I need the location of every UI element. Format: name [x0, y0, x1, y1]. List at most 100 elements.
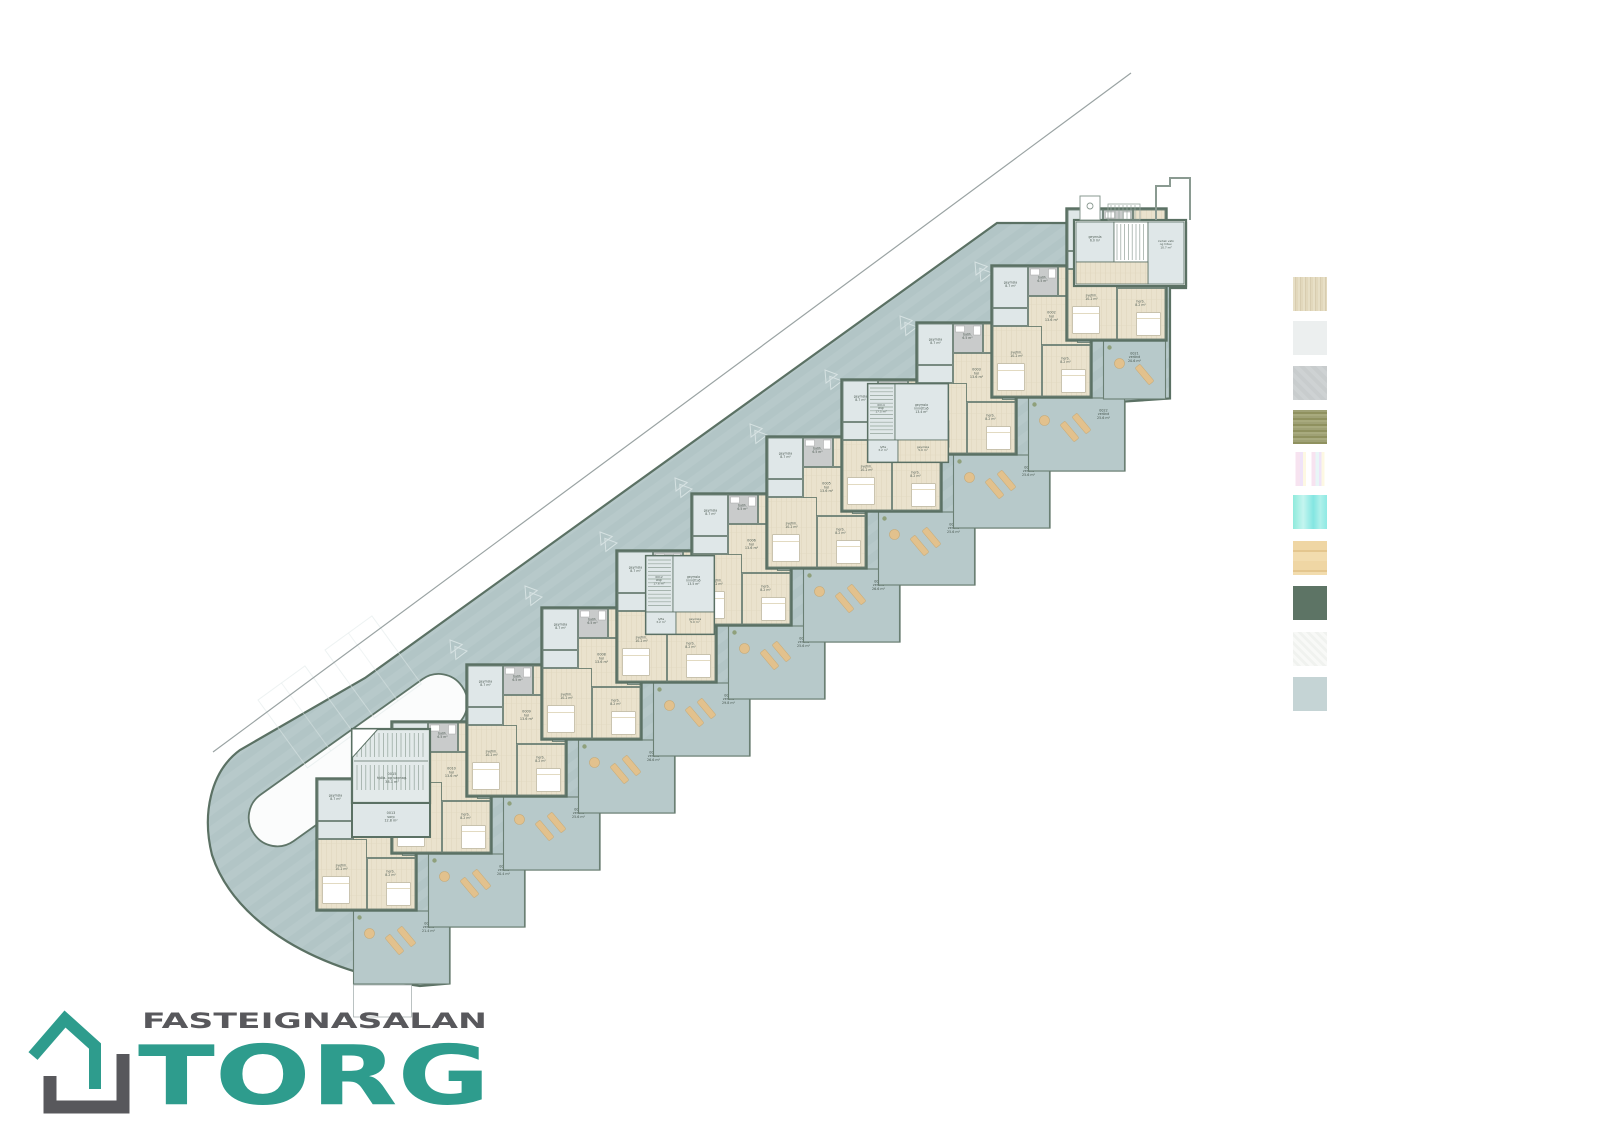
- bed-icon: [1061, 369, 1086, 393]
- legend-swatch-green-sedum-roof: [1293, 586, 1327, 620]
- lounger-icon: [535, 820, 554, 841]
- plant-icon: [657, 687, 662, 692]
- parking-chevron: [674, 477, 694, 499]
- room-label: geymsla innréttuð 13.5 m²: [686, 575, 700, 586]
- room-label: svefnh.10.2 m²: [635, 636, 648, 644]
- table-icon: [889, 529, 900, 540]
- table-icon: [1039, 415, 1050, 426]
- room-label: svefnh.10.2 m²: [710, 579, 723, 587]
- lounger-icon: [1072, 413, 1091, 434]
- bed-icon: [386, 882, 411, 906]
- logo-name: TORG: [138, 1029, 490, 1124]
- room-label: baðh.6.5 m²: [512, 675, 523, 682]
- room-label: geymsla innréttuð 13.4 m²: [914, 403, 928, 414]
- plant-icon: [507, 801, 512, 806]
- bed-icon: [461, 825, 486, 849]
- bed-icon: [1072, 306, 1100, 334]
- lounger-icon: [1060, 421, 1079, 442]
- parking-chevron: [824, 369, 844, 391]
- table-icon: [514, 814, 525, 825]
- room-label: baðh.6.5 m²: [587, 618, 598, 625]
- torg-logo: FASTEIGNASALAN TORG: [28, 1009, 490, 1124]
- bed-icon: [997, 363, 1025, 391]
- boundary-line: [212, 72, 1132, 753]
- parking-chevron: [974, 261, 994, 283]
- room-label: inntak vatn og hitav. 10.7 m²: [1158, 239, 1175, 249]
- room-label: herb. 8.2 m²: [685, 642, 696, 650]
- lounger-icon: [610, 763, 629, 784]
- room-label: geymsla 6.0 m²: [1088, 235, 1101, 242]
- bike-storage-core: 0015 hjóla- og vagnag. 38.1 m² 0013 sorp 12.8…: [350, 727, 432, 838]
- room-label: 0003 hol 13.6 m²: [970, 368, 984, 380]
- legend-swatch-aqua-glass: [1293, 495, 1327, 529]
- bed-icon: [322, 876, 350, 904]
- table-icon: [664, 700, 675, 711]
- logo-tagline: FASTEIGNASALAN: [142, 1009, 487, 1033]
- bed-icon: [686, 654, 711, 678]
- lounger-icon: [547, 812, 566, 833]
- lounger-icon: [472, 869, 491, 890]
- room-label: svefnh.10.2 m²: [485, 750, 498, 758]
- room-label: 0021 verönd 20.6 m²: [1128, 352, 1142, 363]
- plant-icon: [1032, 402, 1037, 407]
- room-label: geymsla 5.0 m²: [917, 445, 929, 452]
- bed-icon: [536, 768, 561, 792]
- bed-icon: [836, 540, 861, 564]
- legend-swatch-light-concrete: [1293, 321, 1327, 355]
- room-label: herb. 8.2 m²: [460, 813, 471, 821]
- room-label: 0022 verönd 25.6 m²: [1097, 409, 1111, 420]
- room-label: 0006 hol 13.6 m²: [745, 539, 759, 551]
- stair-core: 0014 stigi 17.5 m² geymsla innréttuð 13.4 m² l…: [866, 382, 950, 464]
- room-label: baðh.6.5 m²: [812, 447, 823, 454]
- agency-logo: FASTEIGNASALAN TORG: [24, 988, 524, 1128]
- table-icon: [739, 643, 750, 654]
- table-icon: [1114, 358, 1125, 369]
- legend-swatch-textured-white-plaster: [1293, 632, 1327, 666]
- house-roof-icon: [28, 1010, 101, 1089]
- table-icon: [589, 757, 600, 768]
- room-label: 0009 hol 13.6 m²: [520, 710, 534, 722]
- room-label: baðh.6.5 m²: [962, 333, 973, 340]
- room-label: 0014 stigi 17.5 m²: [875, 403, 886, 413]
- parking-chevron: [599, 531, 619, 553]
- legend-swatch-wood-flooring: [1293, 541, 1327, 575]
- room-label: 0008 hol 13.6 m²: [595, 653, 609, 665]
- table-icon: [964, 472, 975, 483]
- room-label: svefnh.10.2 m²: [1010, 351, 1023, 359]
- plant-icon: [957, 459, 962, 464]
- room-label: herb. 8.2 m²: [610, 699, 621, 707]
- stair-cores: 0015 hjóla- og vagnag. 38.1 m² 0013 sorp 12.8…: [350, 177, 1191, 838]
- lounger-icon: [997, 470, 1016, 491]
- room-label: svefnh.10.2 m²: [560, 693, 573, 701]
- room-label: lyfta 3.2 m²: [878, 445, 888, 452]
- lounger-icon: [847, 584, 866, 605]
- lounger-icon: [697, 698, 716, 719]
- lounger-icon: [922, 527, 941, 548]
- lounger-icon: [910, 535, 929, 556]
- plant-icon: [357, 915, 362, 920]
- table-icon: [814, 586, 825, 597]
- lounger-icon: [835, 592, 854, 613]
- house-base-icon: [43, 1054, 130, 1114]
- terrace-0022: 0022 verönd 25.6 m²: [1027, 397, 1126, 472]
- bed-icon: [1136, 312, 1161, 336]
- room-label: svefnh.10.2 m²: [860, 465, 873, 473]
- parking-bay: [324, 615, 422, 719]
- room-label: herb. 8.2 m²: [385, 870, 396, 878]
- parking-bay: [257, 665, 355, 769]
- room-label: lyfta 3.2 m²: [656, 617, 666, 624]
- room-label: baðh.6.5 m²: [737, 504, 748, 511]
- lounger-icon: [760, 649, 779, 670]
- room-label: herb. 8.2 m²: [985, 414, 996, 422]
- material-legend: [1293, 0, 1333, 1131]
- room-label: 0002 hol 13.6 m²: [1045, 311, 1059, 323]
- lounger-icon: [1135, 364, 1154, 385]
- garden-patio: [353, 984, 412, 1018]
- room-label: 0015 hjóla- og vagnag. 38.1 m²: [377, 772, 407, 784]
